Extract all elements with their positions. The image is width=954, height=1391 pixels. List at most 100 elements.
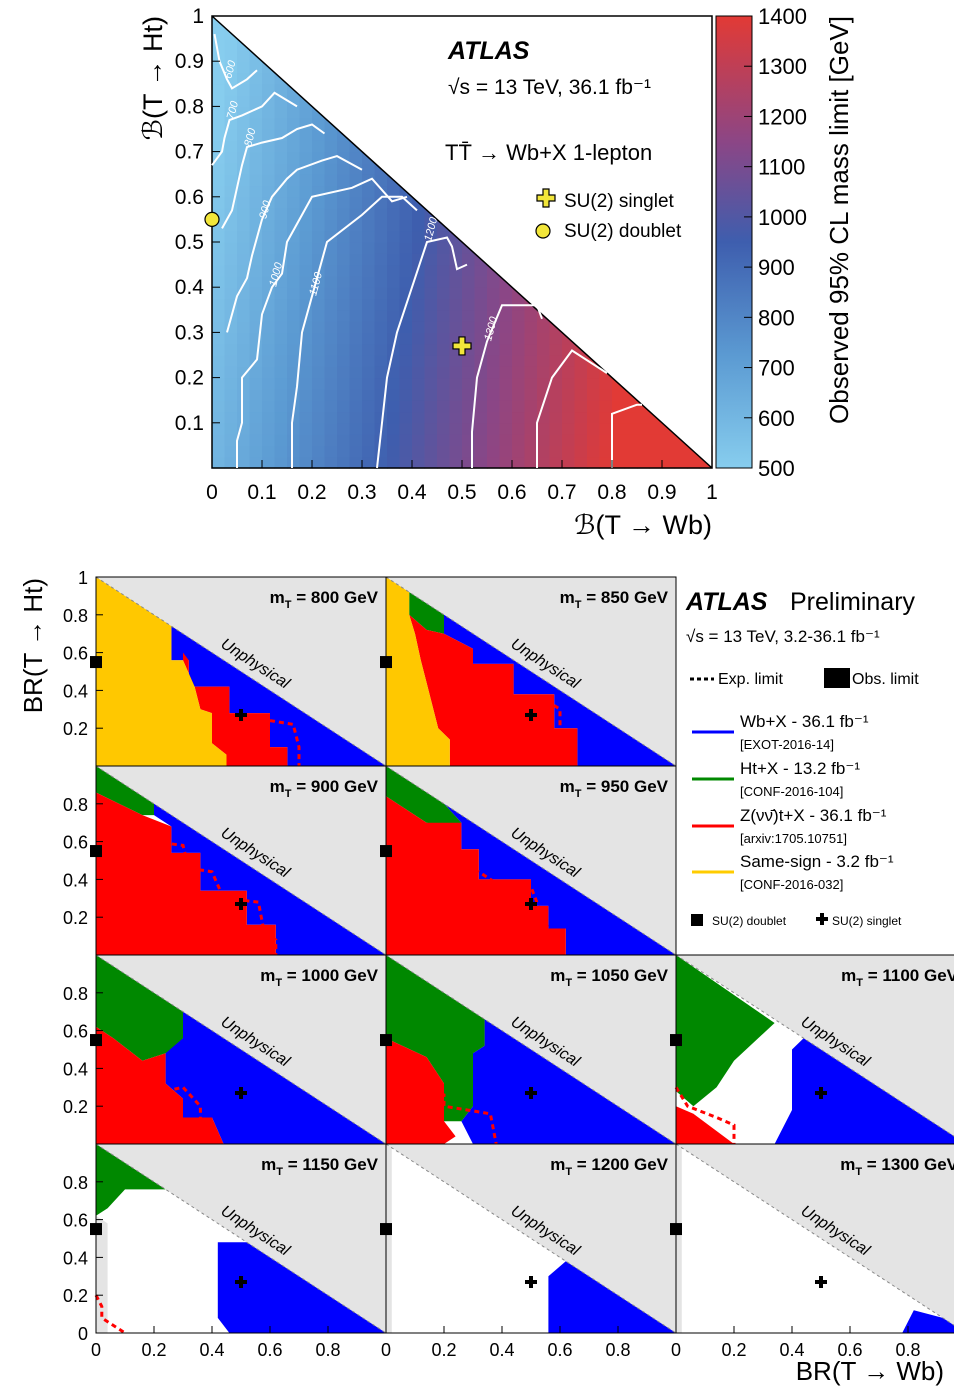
heatmap-cell	[487, 377, 501, 390]
heatmap-cell	[387, 332, 401, 345]
heatmap-cell	[287, 332, 301, 345]
x-tick-label: 0.4	[489, 1340, 514, 1360]
y-tick-label: 0.8	[63, 1173, 88, 1193]
legend-ss-label: Same-sign - 3.2 fb⁻¹	[740, 852, 894, 871]
heatmap-cell	[337, 388, 351, 401]
heatmap-cell	[487, 400, 501, 413]
heatmap-cell	[449, 309, 463, 322]
heatmap-cell	[287, 253, 301, 266]
legend-singlet-marker	[816, 913, 828, 925]
heatmap-cell	[437, 298, 451, 311]
heatmap-cell	[512, 456, 526, 469]
heatmap-cell	[237, 287, 251, 300]
heatmap-cell	[299, 106, 313, 119]
heatmap-cell	[262, 411, 276, 424]
heatmap-cell	[262, 332, 276, 345]
heatmap-cell	[237, 411, 251, 424]
heatmap-cell	[262, 434, 276, 446]
heatmap-cell	[262, 445, 276, 458]
heatmap-cell	[349, 151, 363, 164]
heatmap-cell	[587, 411, 601, 424]
heatmap-cell	[487, 309, 501, 322]
heatmap-cell	[512, 434, 526, 446]
heatmap-cell	[324, 185, 338, 198]
heatmap-cell	[624, 422, 638, 435]
heatmap-cell	[424, 275, 438, 288]
heatmap-cell	[324, 219, 338, 232]
heatmap-cell	[299, 388, 313, 401]
heatmap-cell	[312, 196, 326, 209]
contour-line	[236, 177, 408, 468]
heatmap-cell	[324, 377, 338, 390]
heatmap-cell	[224, 298, 238, 311]
heatmap-cell	[299, 219, 313, 232]
contour-line	[226, 155, 363, 333]
heatmap-cell	[374, 185, 388, 198]
heatmap-cell	[312, 321, 326, 333]
heatmap-cell	[437, 343, 451, 356]
heatmap-cell	[312, 140, 326, 153]
y-tick-label: 0	[78, 1324, 88, 1344]
bottom-legend: ATLAS Preliminary √s = 13 TeV, 3.2-36.1 …	[685, 588, 919, 928]
x-tick-label: 0	[381, 1340, 391, 1360]
heatmap-cell	[362, 456, 376, 469]
panel-mass-label: mT = 1150 GeV	[261, 1155, 379, 1178]
heatmap-cell	[312, 388, 326, 401]
legend-htx-label: Ht+X - 13.2 fb⁻¹	[740, 759, 860, 778]
heatmap-cell	[612, 411, 626, 424]
heatmap-cell	[262, 72, 276, 85]
heatmap-cell	[324, 264, 338, 277]
legend-singlet-label: SU(2) singlet	[832, 914, 902, 928]
heatmap-cell	[262, 355, 276, 367]
heatmap-cell	[474, 366, 488, 379]
heatmap-cell	[587, 377, 601, 390]
exclusion-region	[902, 1310, 954, 1333]
x-tick-label: 0.5	[447, 481, 476, 504]
heatmap-cell	[224, 242, 238, 254]
exclusion-region	[96, 792, 276, 955]
heatmap-cell	[524, 422, 538, 435]
y-tick-label: 0.3	[175, 321, 204, 344]
heatmap-cell	[337, 275, 351, 288]
heatmap-cell	[287, 298, 301, 311]
contour-line	[611, 403, 642, 468]
heatmap-cell	[274, 355, 288, 367]
heatmap-cell	[212, 185, 226, 198]
singlet-marker	[235, 1086, 247, 1099]
heatmap-cell	[462, 456, 476, 469]
heatmap-cell	[299, 366, 313, 379]
heatmap-cell	[362, 321, 376, 333]
heatmap-cell	[324, 162, 338, 175]
heatmap-cell	[374, 366, 388, 379]
heatmap-cell	[349, 242, 363, 254]
heatmap-cell	[624, 411, 638, 424]
heatmap-cell	[499, 411, 513, 424]
heatmap-cell	[312, 275, 326, 288]
heatmap-cell	[224, 129, 238, 141]
heatmap-cell	[262, 298, 276, 311]
y-tick-label: 0.8	[175, 95, 204, 118]
top-colorbar-label: Observed 95% CL mass limit [GeV]	[824, 16, 854, 424]
heatmap-cell	[312, 411, 326, 424]
doublet-marker	[380, 656, 392, 669]
heatmap-cell	[324, 242, 338, 254]
heatmap-cell	[324, 129, 338, 141]
heatmap-cell	[462, 411, 476, 424]
heatmap-cell	[287, 264, 301, 277]
heatmap-cell	[387, 287, 401, 300]
heatmap-cell	[562, 400, 576, 413]
heatmap-cell	[237, 456, 251, 469]
heatmap-cell	[212, 275, 226, 288]
heatmap-cell	[449, 434, 463, 446]
exclusion-region	[165, 1011, 386, 1144]
heatmap-cell	[249, 83, 263, 96]
heatmap-cell	[212, 298, 226, 311]
heatmap-cell	[274, 242, 288, 254]
contour-label: 800	[242, 126, 259, 148]
heatmap-cell	[487, 355, 501, 367]
heatmap-cell	[212, 95, 226, 107]
heatmap-cell	[512, 366, 526, 379]
heatmap-cell	[237, 343, 251, 356]
